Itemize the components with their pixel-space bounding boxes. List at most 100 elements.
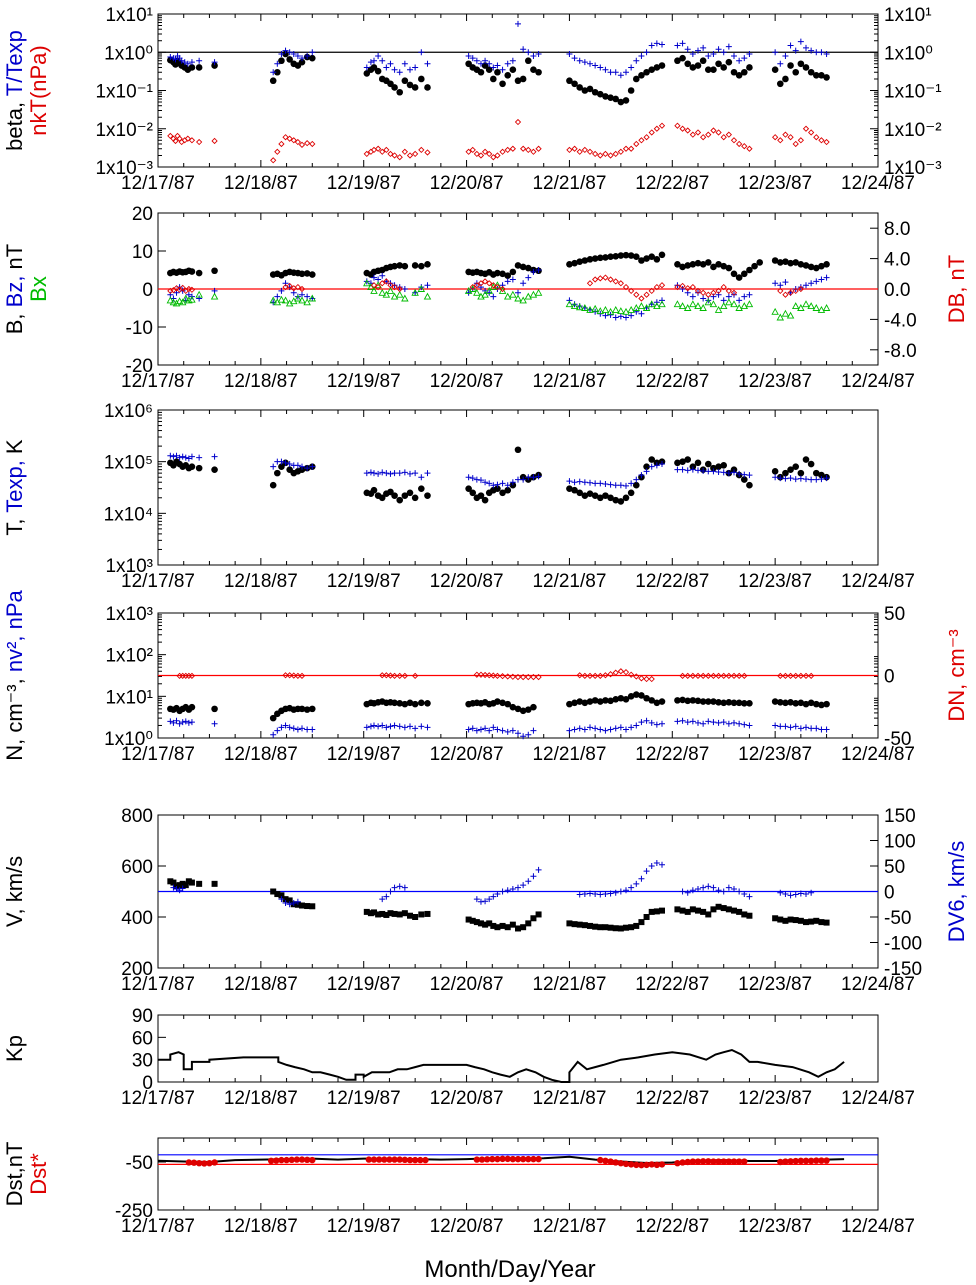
data-point [576, 57, 583, 64]
data-point [684, 697, 692, 705]
data-point [797, 1157, 805, 1165]
data-point [813, 725, 820, 732]
data-point [290, 725, 297, 732]
data-point [520, 882, 527, 889]
data-point [290, 899, 297, 906]
data-point [684, 908, 691, 915]
data-point [383, 470, 390, 477]
data-point [725, 906, 732, 913]
data-point [813, 134, 820, 141]
y-tick-label: 1x10⁻³ [95, 158, 153, 179]
data-point [730, 270, 738, 278]
data-point [617, 148, 624, 155]
data-point [803, 282, 809, 289]
x-tick-label: 12/17/87 [121, 1088, 195, 1109]
data-point [571, 726, 578, 733]
data-point [504, 728, 511, 735]
data-point [787, 892, 794, 899]
x-tick-label: 12/22/87 [635, 744, 709, 765]
data-point [211, 705, 218, 713]
data-point [597, 64, 604, 71]
data-point [597, 891, 604, 898]
data-point [278, 57, 285, 65]
data-point [782, 723, 789, 730]
data-point [602, 727, 609, 734]
data-point [412, 64, 419, 71]
data-point [514, 1155, 522, 1163]
data-point [689, 293, 696, 300]
data-point [401, 724, 408, 731]
data-point [746, 722, 753, 729]
data-point [391, 884, 398, 891]
data-point [643, 291, 650, 298]
data-point [581, 479, 588, 486]
data-point [481, 290, 489, 298]
data-point [782, 291, 789, 298]
data-point [509, 921, 516, 928]
data-point [720, 469, 727, 476]
data-point [622, 669, 630, 676]
data-point [823, 1157, 830, 1164]
data-point [525, 1155, 532, 1163]
data-point [612, 314, 619, 321]
data-point [592, 480, 599, 487]
data-point [679, 40, 686, 47]
data-point [709, 300, 718, 308]
data-point [504, 146, 511, 154]
x-tick-label: 12/18/87 [224, 571, 298, 592]
data-point [179, 885, 186, 892]
data-point [182, 454, 189, 461]
data-point [632, 481, 640, 489]
data-point [417, 1156, 424, 1164]
data-point [477, 671, 485, 678]
data-point [602, 697, 609, 704]
data-point [807, 699, 815, 707]
data-point [482, 57, 489, 64]
data-point [736, 297, 743, 304]
x-tick-label: 12/20/87 [430, 974, 504, 995]
data-point [535, 866, 542, 873]
data-point [504, 71, 512, 79]
data-point [396, 1156, 403, 1163]
y-tick-label: 20 [132, 204, 153, 225]
data-point [725, 264, 733, 272]
data-point [566, 920, 573, 927]
panel-frame [157, 13, 879, 168]
data-point [520, 733, 527, 740]
data-point [185, 719, 192, 726]
data-point [592, 276, 599, 283]
data-point [299, 725, 305, 732]
data-point [653, 302, 661, 310]
data-point [617, 925, 624, 932]
data-point [638, 257, 645, 264]
y-axis-label-part: N, cm⁻³, [2, 672, 27, 761]
data-point [424, 84, 431, 91]
x-tick-label: 12/22/87 [635, 1216, 709, 1237]
data-point [710, 719, 717, 726]
data-point [787, 134, 794, 141]
data-point [735, 274, 743, 281]
data-point [612, 482, 619, 489]
data-point [387, 672, 394, 679]
data-point [782, 917, 789, 924]
data-point [195, 1160, 203, 1167]
data-point [792, 259, 800, 266]
data-point [623, 924, 629, 931]
data-point [705, 883, 712, 890]
data-point [188, 453, 195, 460]
x-tick-label: 12/22/87 [635, 371, 709, 392]
data-point [469, 283, 476, 291]
y-tick-label: 0 [142, 280, 153, 301]
data-point [705, 468, 712, 475]
data-point [679, 672, 686, 679]
data-point [592, 923, 599, 930]
data-point [375, 1156, 383, 1163]
data-point [370, 286, 378, 294]
y2-tick-label: 1x10⁻³ [884, 158, 942, 179]
x-tick-label: 12/24/87 [841, 1216, 915, 1237]
data-point [304, 140, 311, 147]
data-point [730, 68, 738, 76]
data-point [591, 88, 599, 96]
data-point [298, 705, 306, 713]
data-point [499, 727, 506, 734]
